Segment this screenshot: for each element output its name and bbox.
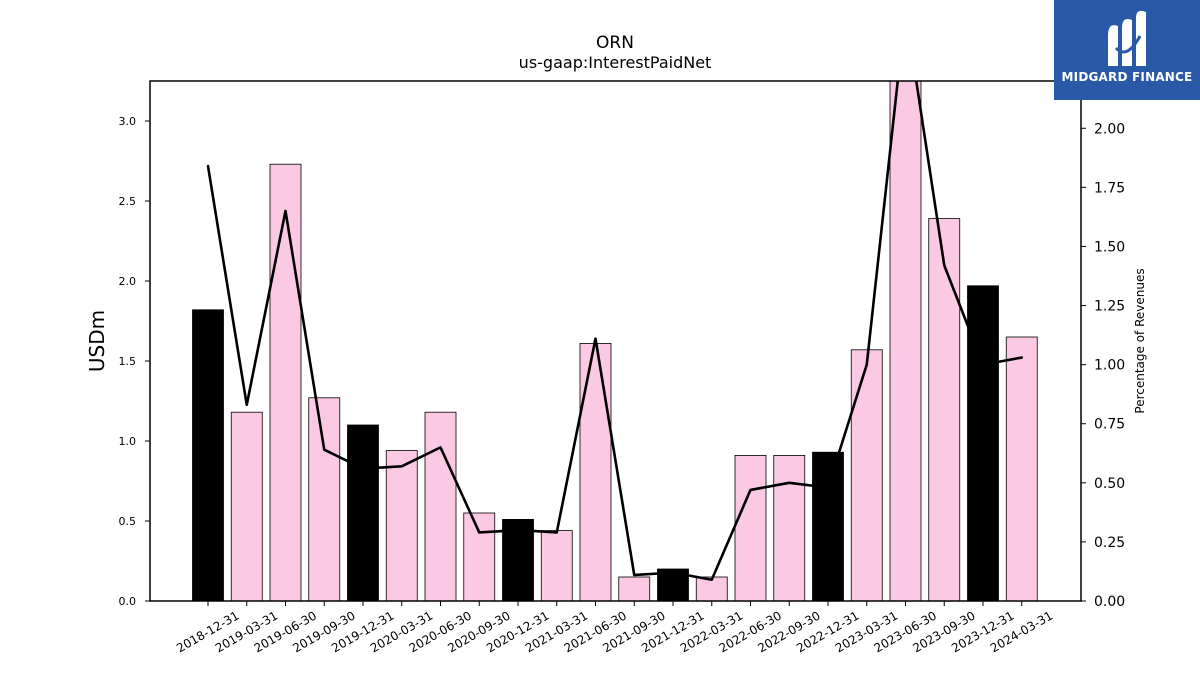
bar-2020-12-31 — [502, 519, 534, 601]
bar-2020-03-31 — [385, 450, 418, 601]
bar-2023-12-31 — [967, 285, 999, 601]
bar-2020-09-30 — [463, 512, 496, 601]
midgard-m-logo-icon — [1108, 10, 1146, 66]
bar-2019-12-31 — [347, 424, 379, 601]
y-tick-label: 0.0 — [119, 595, 137, 608]
plot-frame — [149, 80, 1082, 602]
y2-tick-label: 0.75 — [1094, 417, 1125, 433]
y2-axis-label: Percentage of Revenues — [1133, 268, 1147, 413]
bar-2023-06-30 — [889, 81, 922, 601]
x-axis: 2018-12-312019-03-312019-06-302019-09-30… — [174, 601, 1055, 655]
y-axis-left: 0.0 0.5 1.0 1.5 2.0 2.5 3.0 — [119, 115, 150, 608]
line-series — [206, 81, 1024, 582]
y-tick-label: 1.0 — [119, 435, 137, 448]
y2-tick-label: 1.75 — [1094, 180, 1125, 196]
midgard-finance-logo: MIDGARD FINANCE — [1054, 0, 1200, 100]
bar-2022-09-30 — [773, 454, 806, 601]
y2-tick-label: 1.25 — [1094, 299, 1125, 315]
bar-2019-03-31 — [230, 411, 263, 601]
y2-tick-label: 0.00 — [1094, 594, 1125, 610]
y2-tick-label: 1.00 — [1094, 358, 1125, 374]
bar-series — [192, 81, 1038, 601]
line-path — [206, 81, 1024, 582]
y2-tick-label: 2.00 — [1094, 121, 1125, 137]
bar-2023-09-30 — [928, 218, 961, 601]
logo-text: MIDGARD FINANCE — [1061, 70, 1193, 84]
y-tick-label: 0.5 — [119, 515, 137, 528]
bar-2021-09-30 — [618, 576, 651, 601]
bar-2021-06-30 — [579, 342, 612, 601]
y-axis-right: 0.00 0.25 0.50 0.75 1.00 1.25 1.50 1.75 2.00 — [1081, 121, 1125, 610]
bar-2023-03-31 — [850, 349, 883, 601]
bar-2022-06-30 — [734, 454, 767, 601]
y-tick-label: 1.5 — [119, 355, 137, 368]
bar-2018-12-31 — [192, 309, 224, 601]
y-tick-label: 2.5 — [119, 195, 137, 208]
bar-2021-03-31 — [540, 530, 573, 601]
bar-2024-03-31 — [1005, 336, 1038, 601]
bar-2019-06-30 — [269, 163, 302, 601]
y2-tick-label: 0.25 — [1094, 535, 1125, 551]
y2-tick-label: 0.50 — [1094, 476, 1125, 492]
y-axis-label: USDm — [85, 310, 109, 372]
bar-2022-12-31 — [812, 451, 844, 601]
chart-subtitle: us-gaap:InterestPaidNet — [519, 53, 712, 72]
bar-2020-06-30 — [424, 411, 457, 601]
bar-2019-09-30 — [308, 397, 341, 601]
y-tick-label: 3.0 — [119, 115, 137, 128]
y2-tick-label: 1.50 — [1094, 239, 1125, 255]
chart-title: ORN — [596, 33, 634, 53]
y-tick-label: 2.0 — [119, 275, 137, 288]
